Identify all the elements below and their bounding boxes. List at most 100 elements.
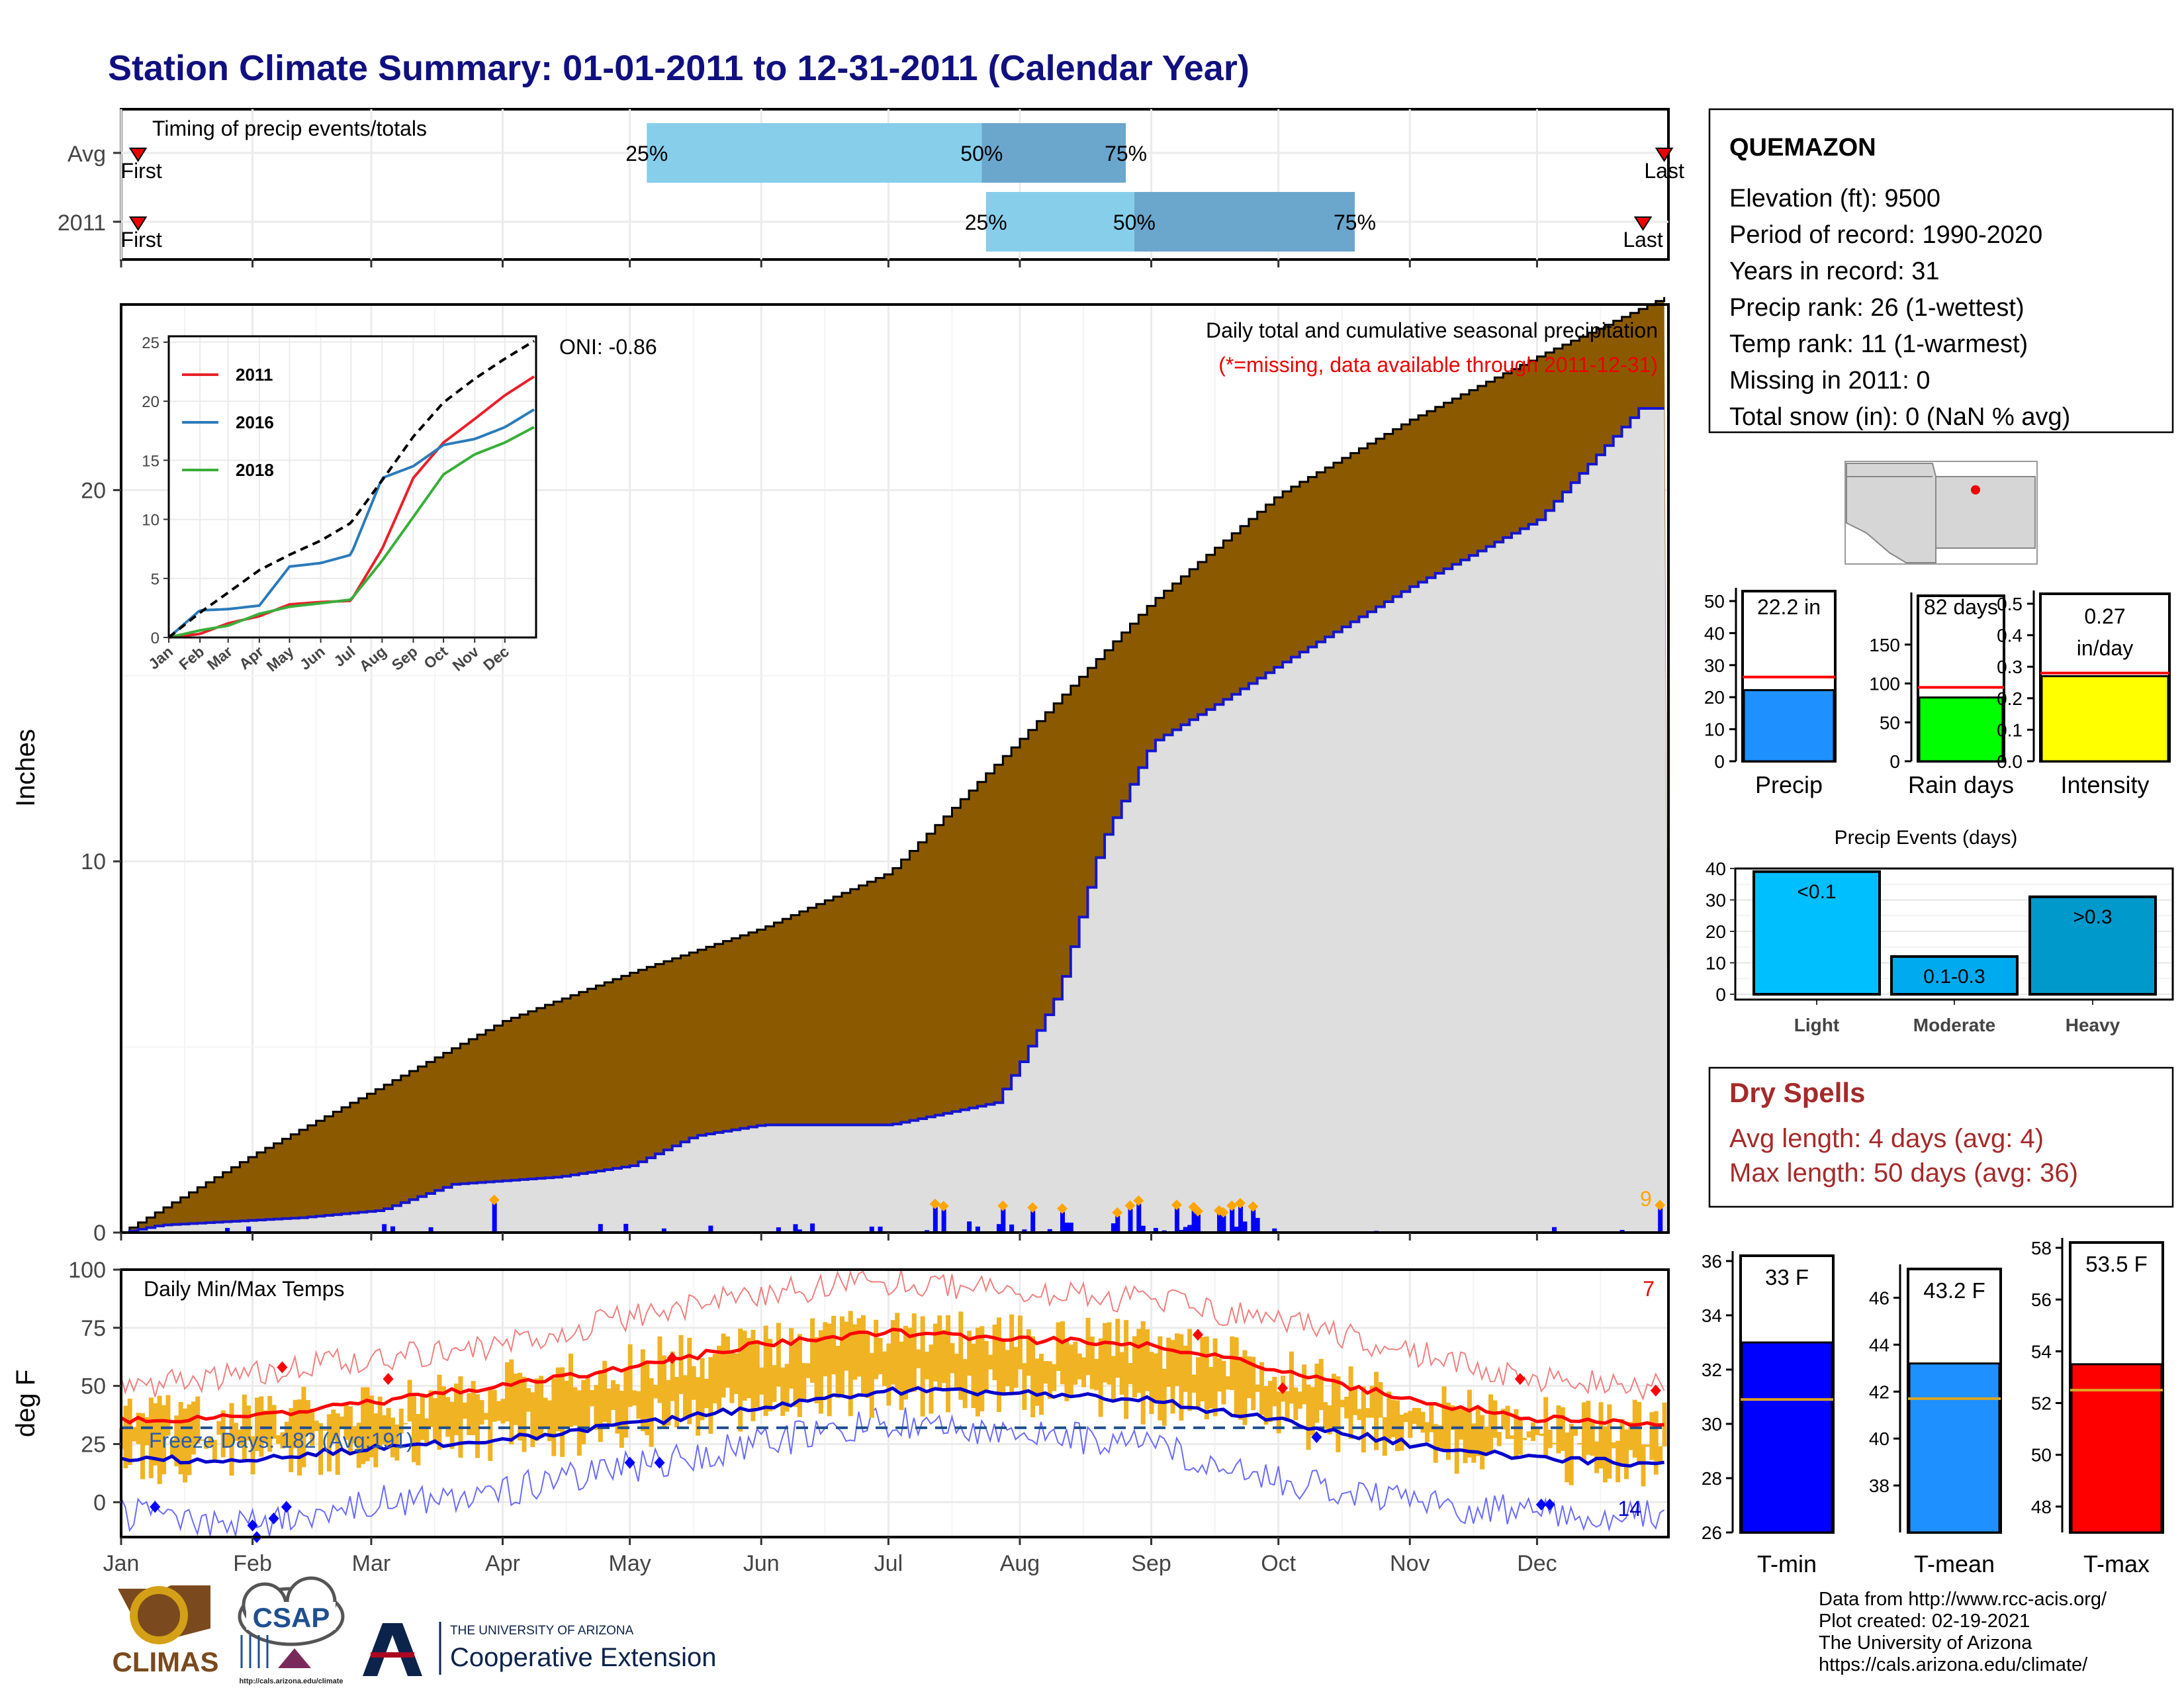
temp-bar-label: T-max: [2083, 1550, 2150, 1577]
summary-y-tick-label: 0.0: [1997, 751, 2023, 772]
daily-temp-range-bar: [1607, 1404, 1612, 1479]
normal-max-line: [120, 1327, 1664, 1427]
inset-average-line: [167, 340, 535, 639]
daily-temp-range-bar: [1619, 1419, 1625, 1468]
timing-bar-50-75: [1134, 192, 1355, 252]
inset-legend-label: 2016: [236, 412, 274, 432]
daily-precip-bar: [1111, 1223, 1116, 1233]
daily-temp-range-bar: [305, 1399, 310, 1434]
first-event-marker: [128, 148, 148, 162]
record-high-marker: [1650, 1384, 1661, 1397]
daily-temp-range-bar: [865, 1333, 870, 1398]
daily-temp-range-bar: [611, 1380, 616, 1411]
daily-temp-range-bar: [890, 1320, 895, 1385]
daily-temp-range-bar: [1573, 1427, 1578, 1436]
daily-temp-range-bar: [1590, 1419, 1595, 1456]
temp-y-tick-label: 25: [81, 1432, 106, 1457]
summary-y-tick-label: 50: [1704, 591, 1725, 612]
record-low-marker: [654, 1456, 665, 1469]
daily-precip-bar: [1068, 1222, 1073, 1233]
precip-title: Daily total and cumulative seasonal prec…: [1206, 318, 1658, 342]
daily-temp-range-bar: [1531, 1422, 1536, 1441]
events-bar-inner-label: 0.1-0.3: [1923, 966, 1985, 988]
daily-temp-range-bar: [1602, 1426, 1608, 1483]
daily-temp-range-bar: [1191, 1374, 1197, 1393]
daily-temp-range-bar: [347, 1406, 353, 1456]
daily-temp-range-bar: [1103, 1323, 1108, 1383]
daily-temp-range-bar: [1535, 1427, 1540, 1436]
daily-temp-range-bar: [1204, 1336, 1209, 1420]
daily-temp-range-bar: [289, 1408, 294, 1472]
daily-temp-range-bar: [1212, 1338, 1218, 1417]
inset-y-tick-label: 15: [142, 452, 159, 470]
daily-temp-range-bar: [649, 1378, 654, 1447]
daily-temp-range-bar: [1628, 1421, 1633, 1450]
daily-temp-range-bar: [776, 1323, 781, 1387]
precip-missing-note: (*=missing, data available through 2011-…: [1218, 353, 1658, 377]
daily-temp-range-bar: [933, 1323, 938, 1382]
daily-temp-range-bar: [1378, 1382, 1383, 1418]
temp-y-tick-label: 50: [81, 1374, 106, 1399]
daily-temp-range-bar: [187, 1404, 192, 1476]
dry-spells-max: Max length: 50 days (avg: 36): [1729, 1158, 2078, 1188]
daily-precip-bar: [933, 1207, 938, 1233]
temp-panel: 0 25 50 75 100 Jan Feb Mar Apr May Jun Jul Aug Sep Oc…: [11, 1258, 1670, 1576]
daily-temp-range-bar: [254, 1397, 259, 1452]
daily-temp-range-bar: [805, 1363, 811, 1378]
daily-temp-range-bar: [1408, 1411, 1413, 1438]
daily-temp-range-bar: [1081, 1357, 1087, 1387]
daily-precip-bar: [1272, 1228, 1277, 1233]
daily-temp-range-bar: [297, 1399, 302, 1476]
record-low-marker: [150, 1501, 161, 1513]
temp-bar-value: 33 F: [1765, 1265, 1809, 1289]
daily-temp-range-bar: [814, 1337, 819, 1403]
daily-temp-range-bar: [462, 1402, 467, 1419]
daily-temp-range-bar: [729, 1353, 735, 1403]
daily-temp-range-bar: [1340, 1399, 1345, 1407]
daily-temp-range-bar: [674, 1377, 680, 1428]
daily-temp-range-bar: [1637, 1401, 1642, 1466]
summary-bar-value: 82 days: [1924, 595, 1998, 619]
daily-temp-range-bar: [759, 1367, 764, 1395]
record-high-marker: [1277, 1382, 1289, 1395]
temp-bar-y-tick-label: 26: [1702, 1523, 1722, 1543]
daily-temp-range-bar: [140, 1413, 146, 1479]
temp-bar-y-tick-label: 34: [1702, 1305, 1722, 1326]
daily-temp-range-bar: [1598, 1402, 1604, 1469]
heavy-precip-marker: [1133, 1195, 1144, 1206]
daily-temp-range-bar: [810, 1318, 815, 1383]
daily-precip-bar: [1136, 1203, 1142, 1233]
daily-temp-range-bar: [174, 1415, 179, 1467]
daily-temp-range-bar: [471, 1381, 476, 1436]
daily-temp-range-bar: [1327, 1405, 1332, 1434]
record-max-count: 7: [1643, 1277, 1655, 1301]
daily-temp-range-bar: [1547, 1429, 1553, 1448]
daily-temp-range-bar: [797, 1334, 802, 1417]
footer-line: https://cals.arizona.edu/climate/: [1819, 1654, 2088, 1675]
timing-percent-label: 50%: [960, 142, 1003, 165]
daily-temp-range-bar: [407, 1380, 412, 1422]
daily-precip-bar: [246, 1226, 251, 1233]
daily-temp-range-bar: [708, 1357, 713, 1434]
daily-temp-range-bar: [1221, 1360, 1226, 1405]
daily-temp-range-bar: [1255, 1384, 1260, 1392]
inset-legend-label: 2011: [236, 365, 273, 385]
timing-bar-50-75: [981, 123, 1126, 183]
daily-temp-range-bar: [1276, 1391, 1281, 1434]
summary-y-tick-label: 0.2: [1997, 688, 2023, 709]
daily-precip-bar: [1238, 1206, 1244, 1233]
month-tick-label: Nov: [1390, 1551, 1430, 1576]
summary-y-tick-label: 0: [1714, 751, 1725, 772]
daily-temp-range-bar: [513, 1374, 518, 1425]
inset-y-tick-label: 10: [142, 512, 159, 530]
daily-precip-bar: [661, 1228, 666, 1233]
daily-temp-range-bar: [895, 1313, 900, 1390]
events-category-label: Light: [1794, 1015, 1839, 1035]
daily-temp-range-bar: [534, 1378, 539, 1441]
daily-temp-range-bar: [1034, 1358, 1040, 1406]
daily-temp-range-bar: [1331, 1374, 1336, 1429]
heavy-precip-marker: [1027, 1202, 1038, 1213]
daily-temp-range-bar: [1119, 1352, 1124, 1395]
daily-temp-range-bar: [212, 1440, 217, 1460]
daily-temp-range-bar: [1552, 1442, 1557, 1444]
